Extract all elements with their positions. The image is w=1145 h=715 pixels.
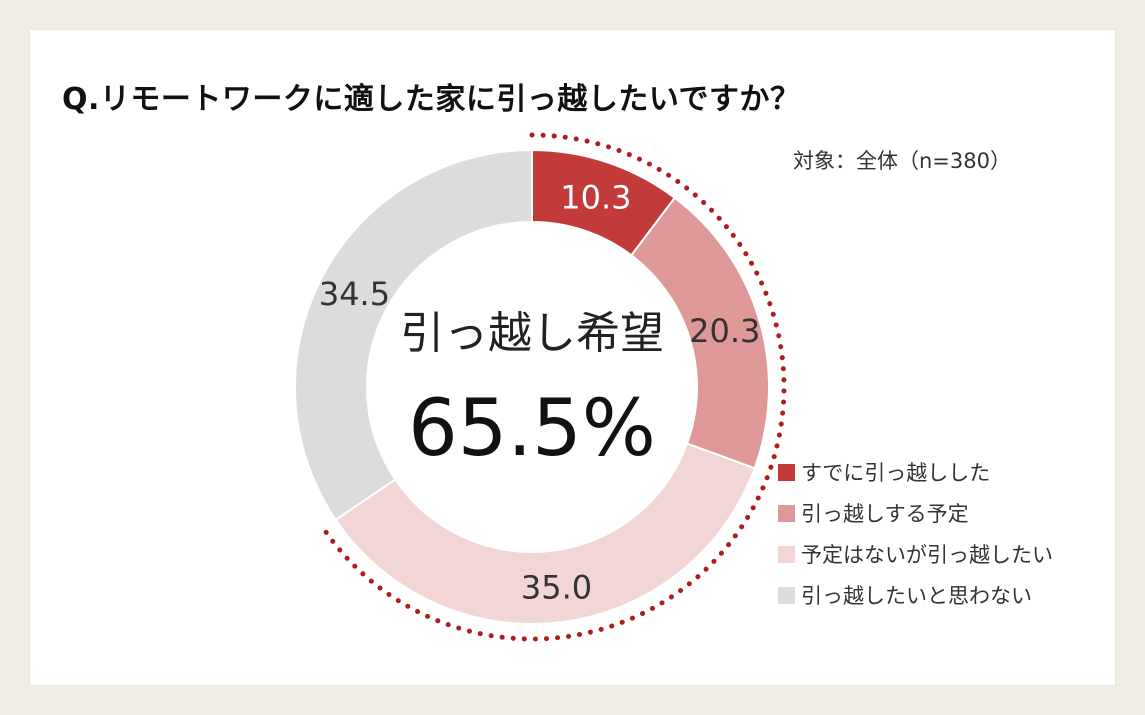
legend-label: 引っ越しする予定 bbox=[801, 502, 969, 526]
slice-label-no-intention: 34.5 bbox=[319, 275, 390, 313]
legend: すでに引っ越しした 引っ越しする予定予定はないが引っ越したい 引っ越したいと思わない bbox=[778, 460, 1053, 624]
slice-no-intention bbox=[294, 148, 533, 522]
chart-title: Q.リモートワークに適した家に引っ越したいですか？ bbox=[62, 82, 801, 117]
legend-item-no-intention: 引っ越したいと思わない bbox=[778, 583, 1053, 608]
slice-labels: 10.3 20.3 35.0 34.5 bbox=[319, 178, 761, 606]
center-value: 65.5% bbox=[408, 384, 656, 474]
slice-label-already-moved: 10.3 bbox=[560, 178, 631, 216]
legend-item-planning-to-move: 引っ越しする予定 bbox=[778, 501, 1053, 526]
legend-item-want-to-move: 予定はないが引っ越したい bbox=[778, 542, 1053, 567]
legend-swatch bbox=[778, 463, 795, 481]
center-label: 引っ越し希望 bbox=[400, 308, 664, 359]
slice-label-want-to-move: 35.0 bbox=[521, 568, 592, 606]
legend-item-already-moved: すでに引っ越しした bbox=[778, 460, 1053, 485]
legend-swatch bbox=[778, 586, 795, 604]
legend-swatch bbox=[778, 545, 795, 563]
legend-label: 引っ越したいと思わない bbox=[801, 584, 1032, 608]
highlight-dotted-arc bbox=[320, 132, 787, 642]
legend-label: 予定はないが引っ越したい bbox=[801, 543, 1053, 567]
slice-label-planning-to-move: 20.3 bbox=[689, 312, 760, 350]
chart-subtitle: 対象：全体（n=380） bbox=[793, 149, 1011, 173]
donut-slices bbox=[294, 148, 770, 625]
slice-want-to-move bbox=[334, 442, 756, 625]
legend-label: すでに引っ越しした bbox=[801, 461, 991, 485]
legend-swatch bbox=[778, 504, 795, 522]
